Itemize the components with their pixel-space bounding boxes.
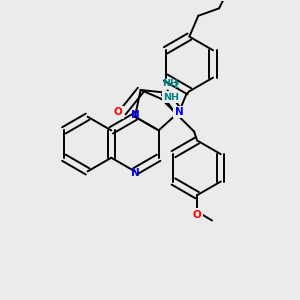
Text: N: N (175, 107, 183, 117)
Text: 2: 2 (174, 81, 179, 90)
Text: N: N (130, 110, 139, 120)
Text: NH: NH (162, 79, 178, 88)
Text: NH: NH (163, 93, 179, 102)
Text: O: O (114, 107, 123, 117)
Text: O: O (193, 209, 202, 220)
Text: N: N (130, 168, 139, 178)
